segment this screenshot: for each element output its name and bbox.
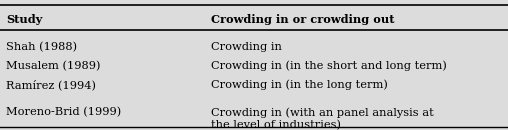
Text: Crowding in: Crowding in <box>211 42 282 52</box>
Text: Study: Study <box>6 14 43 25</box>
Text: Crowding in or crowding out: Crowding in or crowding out <box>211 14 394 25</box>
Text: Crowding in (with an panel analysis at
the level of industries): Crowding in (with an panel analysis at t… <box>211 107 433 130</box>
Text: Shah (1988): Shah (1988) <box>6 42 77 52</box>
Text: Crowding in (in the short and long term): Crowding in (in the short and long term) <box>211 60 447 71</box>
Text: Ramírez (1994): Ramírez (1994) <box>6 79 96 90</box>
Text: Crowding in (in the long term): Crowding in (in the long term) <box>211 79 388 90</box>
Text: Moreno-Brid (1999): Moreno-Brid (1999) <box>6 107 121 118</box>
Text: Musalem (1989): Musalem (1989) <box>6 60 101 71</box>
